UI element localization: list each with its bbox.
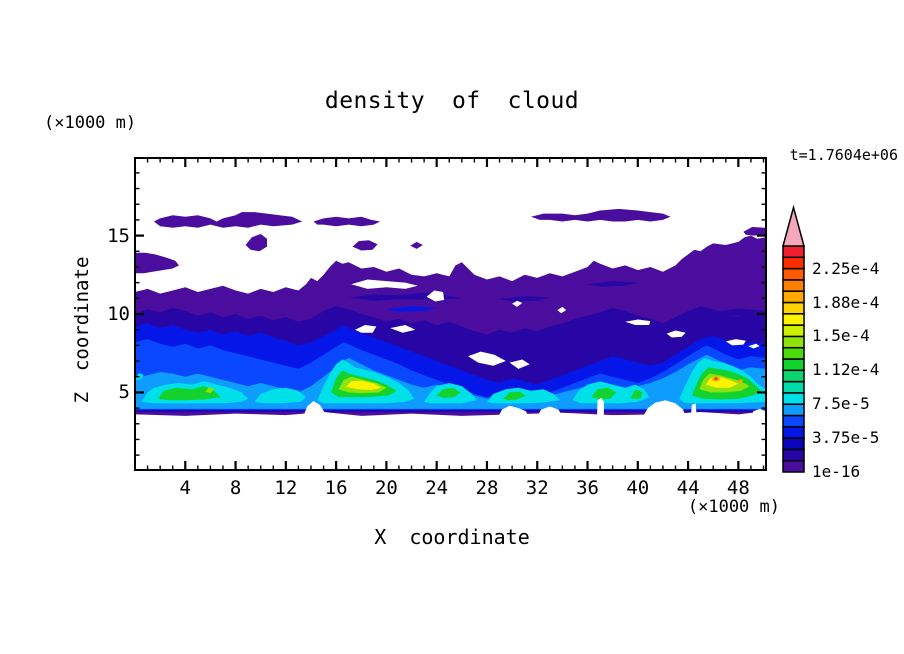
colorbar-segment (782, 301, 805, 315)
contour-layer (748, 343, 760, 349)
z-tick-label: 15 (107, 224, 130, 247)
x-tick-label: 12 (274, 477, 298, 499)
contour-layer (355, 325, 377, 333)
contour-layer (313, 216, 381, 227)
contour-layer (596, 397, 604, 420)
x-tick-label: 20 (374, 477, 398, 499)
contour-layer (499, 296, 550, 302)
z-axis-unit-label: (×1000 m) (44, 113, 137, 133)
contour-layer (587, 281, 638, 287)
colorbar-segment (782, 267, 805, 281)
contour-layer (536, 406, 564, 420)
contour-field (136, 208, 765, 420)
contour-layer (426, 290, 445, 302)
contour-layer (713, 308, 765, 316)
colorbar-segment (782, 245, 805, 259)
contour-layer (436, 387, 461, 398)
contour-layer (410, 241, 423, 249)
x-tick-label: 16 (324, 477, 348, 499)
contour-layer (725, 339, 746, 346)
contour-layer (136, 372, 144, 380)
colorbar-label: 7.5e-5 (812, 394, 870, 414)
contour-layer (468, 351, 506, 366)
colorbar-segment (782, 256, 805, 270)
contour-layer (641, 400, 687, 420)
contour-layer (136, 252, 179, 274)
colorbar-segment (782, 335, 805, 349)
z-tick-label: 5 (118, 381, 130, 404)
contour-layer (509, 359, 530, 369)
contour-layer (557, 306, 567, 314)
x-tick-label: 24 (425, 477, 449, 499)
x-axis-unit-label: (×1000 m) (687, 497, 780, 517)
colorbar (782, 204, 805, 473)
colorbar-segment (782, 313, 805, 326)
x-tick-label: 36 (576, 477, 599, 499)
contour-layer (497, 405, 530, 420)
colorbar-label: 1.12e-4 (812, 360, 880, 380)
x-tick-label: 28 (475, 477, 499, 499)
contour-layer (157, 386, 221, 401)
colorbar-segment (782, 346, 805, 360)
colorbar-segment (782, 448, 805, 462)
colorbar-label: 1.88e-4 (812, 292, 880, 312)
colorbar-segment (782, 358, 805, 372)
contour-layer (351, 279, 418, 289)
colorbar-segment (782, 403, 805, 417)
x-axis-title: X coordinate (374, 525, 530, 549)
colorbar-segment (782, 426, 805, 439)
contour-layer (245, 234, 267, 252)
contour-layer (591, 387, 617, 400)
x-tick-label: 8 (229, 477, 242, 499)
colorbar-segment (782, 290, 805, 304)
x-tick-label: 44 (676, 477, 700, 499)
colorbar-segment (782, 369, 805, 383)
contour-layer (531, 208, 671, 222)
contour-layer (153, 212, 303, 228)
contour-layer (713, 377, 719, 381)
contour-layer (690, 403, 697, 420)
contour-layer (503, 391, 526, 401)
colorbar-segment (782, 459, 805, 473)
colorbar-segment (782, 437, 805, 451)
x-tick-label: 4 (179, 477, 191, 499)
contour-layer (630, 389, 643, 399)
chart-title: density of cloud (324, 88, 580, 114)
contour-layer (625, 319, 651, 325)
x-tick-label: 32 (525, 477, 549, 499)
time-annotation: t=1.7604e+06 (789, 146, 898, 164)
colorbar-label: 2.25e-4 (812, 258, 880, 278)
colorbar-overflow-triangle (782, 204, 805, 247)
colorbar-label: 1e-16 (812, 462, 861, 481)
contour-layer (254, 387, 306, 404)
x-tick-label: 40 (626, 477, 650, 499)
colorbar-segment (782, 380, 805, 394)
contour-layer (512, 300, 523, 307)
contour-layer (666, 330, 686, 338)
contour-layer (386, 306, 437, 312)
colorbar-label: 1.5e-4 (812, 326, 870, 346)
axis-ticks (135, 158, 766, 470)
colorbar-segment (782, 279, 805, 292)
contour-layer (737, 379, 744, 383)
colorbar-segment (782, 324, 805, 338)
contour-layer (390, 325, 416, 333)
x-tick-label: 48 (726, 477, 750, 499)
contour-layer (346, 380, 382, 390)
contour-layer (205, 386, 215, 394)
colorbar-label: 3.75e-5 (812, 428, 880, 448)
contour-layer (302, 401, 328, 420)
z-tick-label: 10 (107, 303, 130, 325)
colorbar-segment (782, 392, 805, 405)
colorbar-segment (782, 414, 805, 428)
contour-layer (743, 227, 765, 236)
contour-layer (749, 408, 765, 420)
contour-layer (352, 240, 378, 251)
